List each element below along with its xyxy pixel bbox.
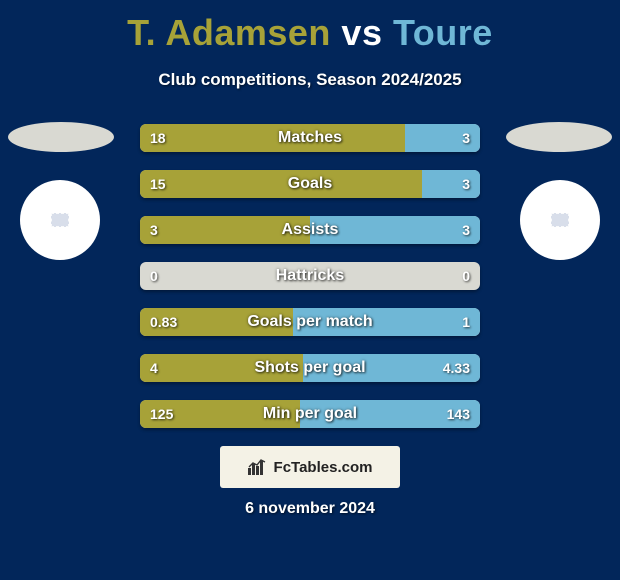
date: 6 november 2024 bbox=[0, 500, 620, 518]
watermark-text: FcTables.com bbox=[274, 459, 373, 476]
stat-bar-player2 bbox=[293, 308, 480, 336]
stat-bar-player1 bbox=[140, 354, 303, 382]
watermark: FcTables.com bbox=[220, 446, 400, 488]
player2-avatar bbox=[520, 180, 600, 260]
chart-icon bbox=[248, 459, 268, 475]
stat-bar-player2 bbox=[405, 124, 480, 152]
player1-name: T. Adamsen bbox=[127, 12, 331, 53]
stat-bar-player1 bbox=[140, 170, 422, 198]
placeholder-icon bbox=[551, 213, 569, 227]
stat-value-player2: 0 bbox=[462, 262, 470, 290]
stat-bar-player2 bbox=[422, 170, 480, 198]
stat-row: 183Matches bbox=[140, 124, 480, 152]
stat-row: 125143Min per goal bbox=[140, 400, 480, 428]
player1-team-ellipse bbox=[8, 122, 114, 152]
page-title: T. Adamsen vs Toure bbox=[0, 0, 620, 54]
player2-name: Toure bbox=[393, 12, 493, 53]
player2-team-ellipse bbox=[506, 122, 612, 152]
stat-row: 0.831Goals per match bbox=[140, 308, 480, 336]
stat-row: 153Goals bbox=[140, 170, 480, 198]
player1-avatar bbox=[20, 180, 100, 260]
stat-row: 44.33Shots per goal bbox=[140, 354, 480, 382]
stat-bar-player1 bbox=[140, 124, 405, 152]
stat-label: Hattricks bbox=[140, 262, 480, 290]
vs-text: vs bbox=[341, 12, 382, 53]
stat-bar-player2 bbox=[303, 354, 480, 382]
stat-row: 0 0Hattricks bbox=[140, 262, 480, 290]
stat-bar-player1 bbox=[140, 216, 310, 244]
stat-bar-player1 bbox=[140, 308, 293, 336]
stat-bar-player1 bbox=[140, 400, 300, 428]
stat-value-player1: 0 bbox=[150, 262, 158, 290]
stat-bar-player2 bbox=[300, 400, 480, 428]
stats-bars: 183Matches 153Goals 33Assists 0 0Hattricks 0.… bbox=[140, 124, 480, 446]
subtitle: Club competitions, Season 2024/2025 bbox=[0, 70, 620, 90]
stat-row: 33Assists bbox=[140, 216, 480, 244]
stat-bar-player2 bbox=[310, 216, 480, 244]
placeholder-icon bbox=[51, 213, 69, 227]
